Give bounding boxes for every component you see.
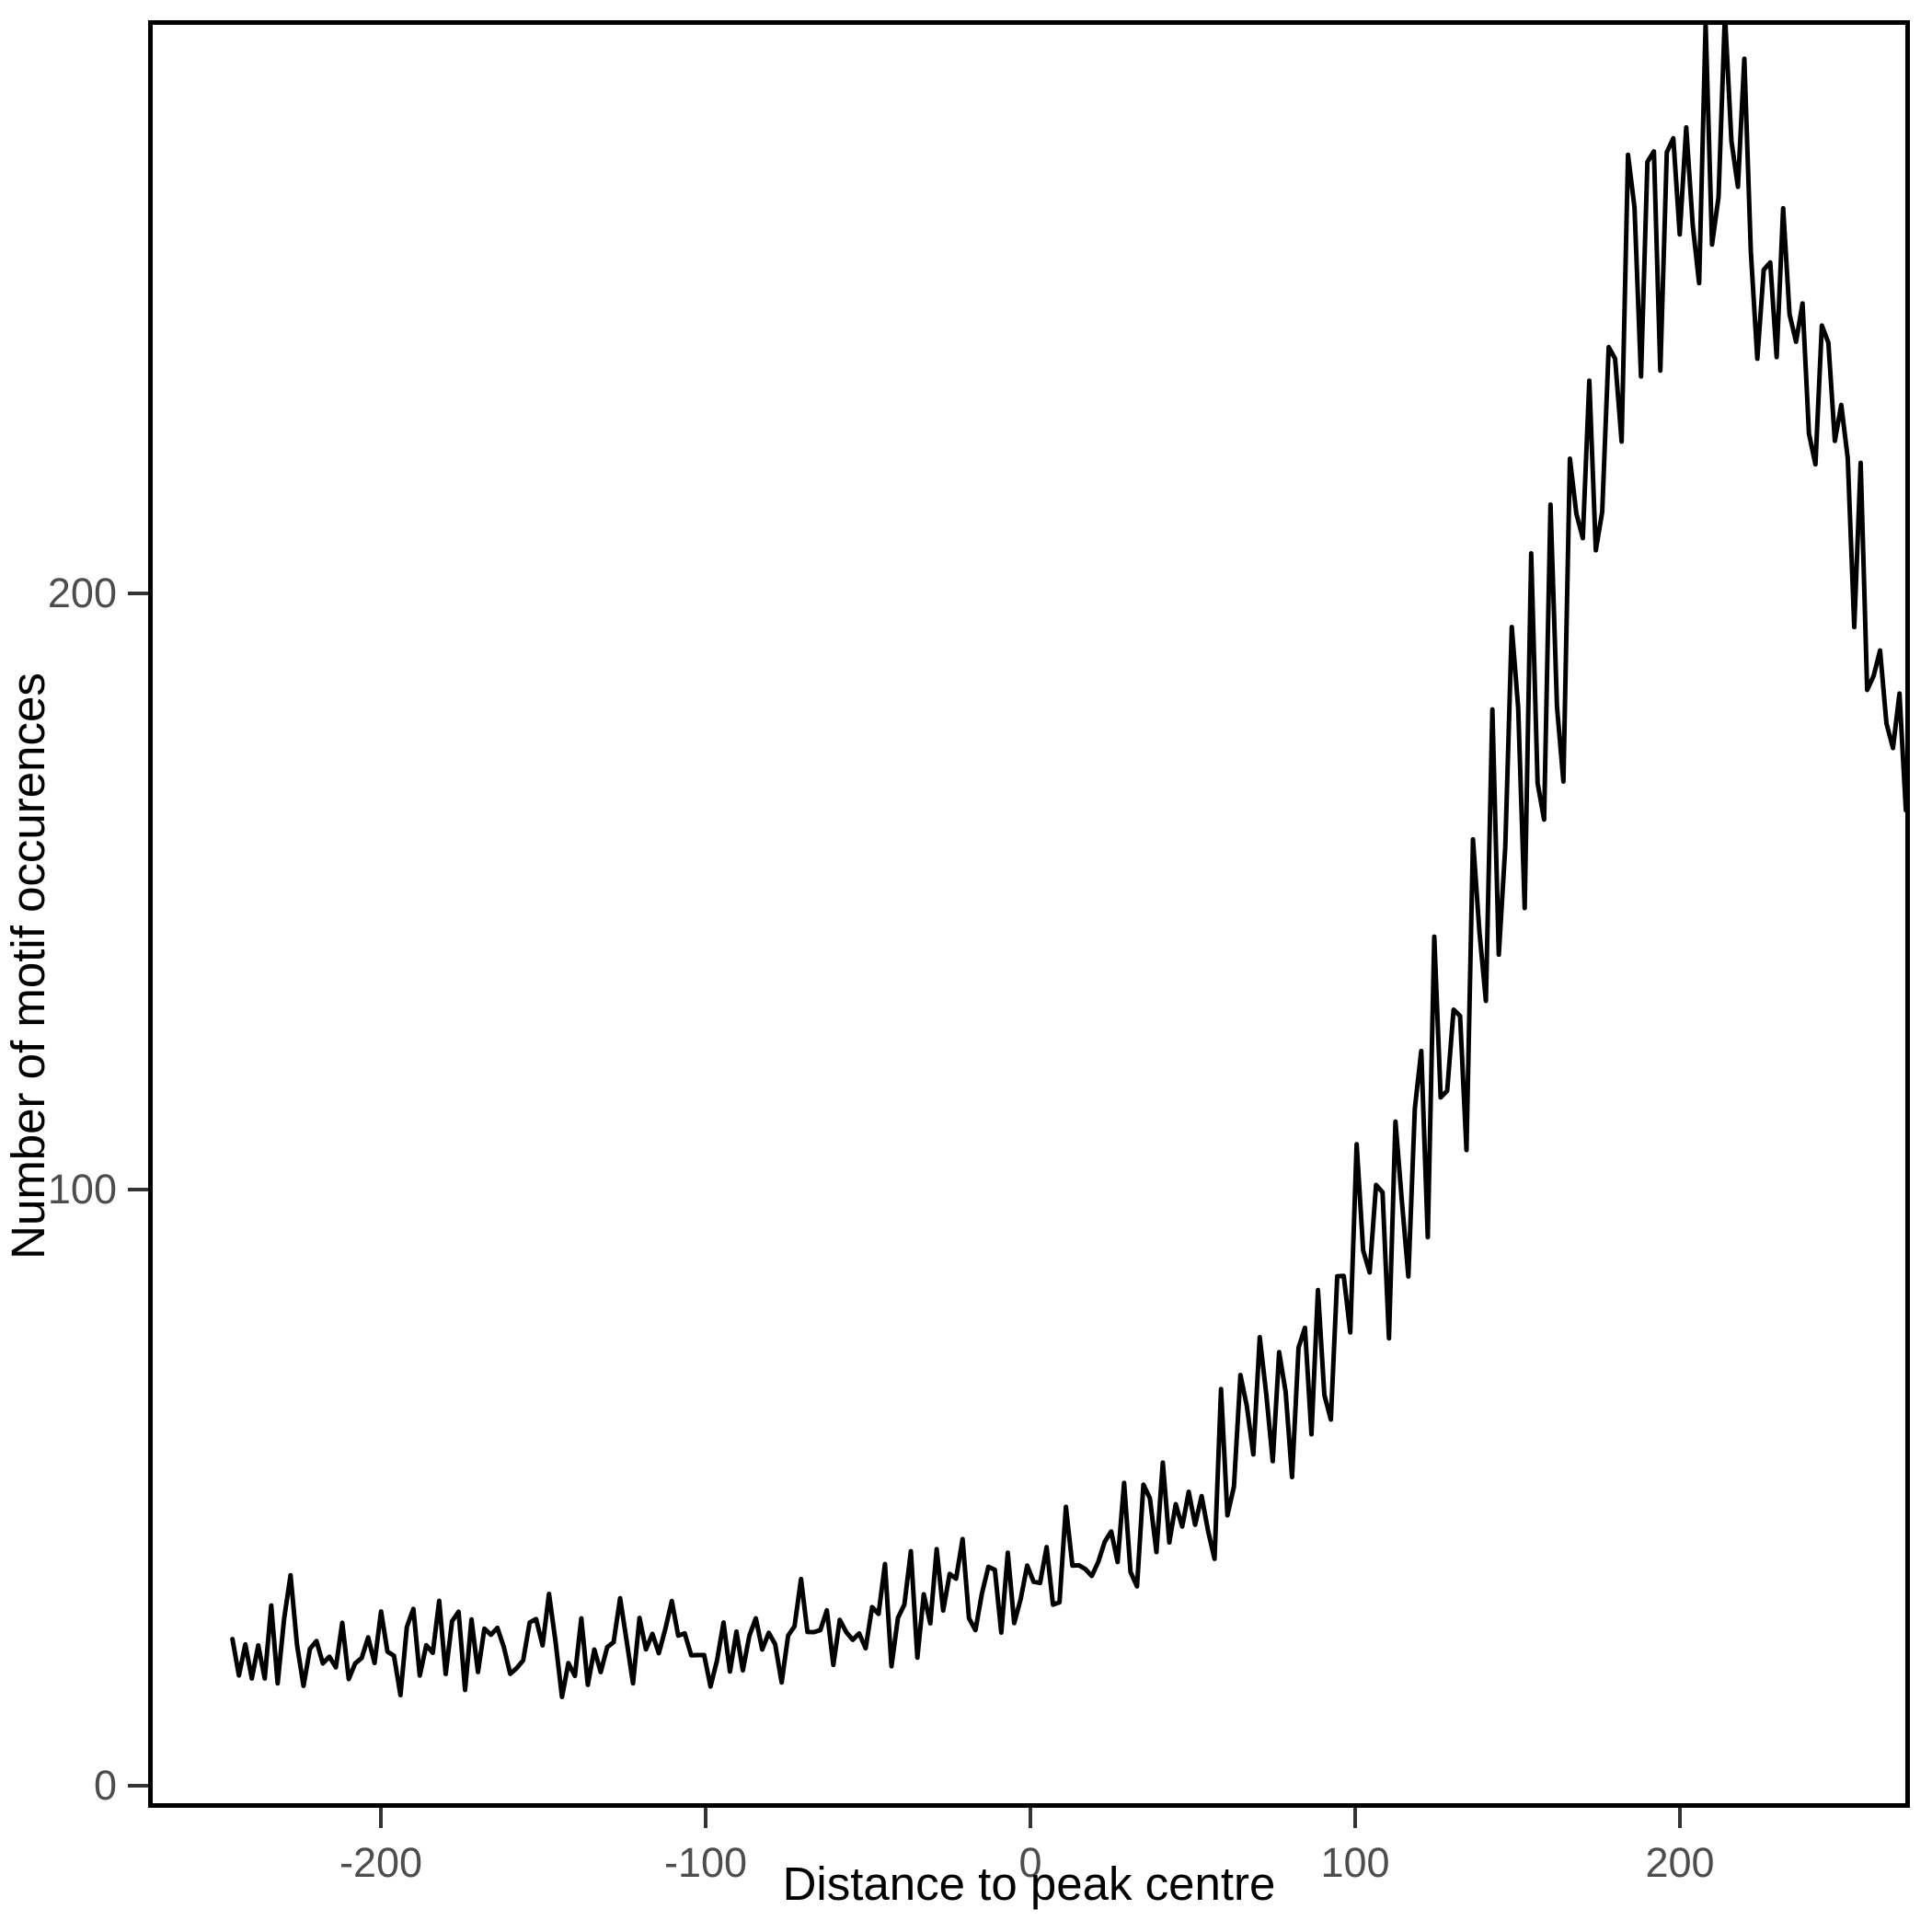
line-series-svg bbox=[230, 25, 1905, 1699]
plot-panel bbox=[148, 20, 1910, 1808]
motif-occurrence-line bbox=[230, 25, 1905, 1699]
x-axis-title: Distance to peak centre bbox=[782, 1857, 1276, 1910]
x-tick-mark bbox=[1353, 1808, 1357, 1828]
x-tick-label: 0 bbox=[1018, 1839, 1042, 1886]
y-tick-label: 0 bbox=[93, 1762, 117, 1809]
x-tick-label: 100 bbox=[1320, 1839, 1390, 1886]
y-tick-mark bbox=[128, 592, 148, 595]
x-tick-mark bbox=[379, 1808, 383, 1828]
x-tick-label: -200 bbox=[339, 1839, 423, 1886]
y-axis-title: Number of motif occurences bbox=[2, 673, 54, 1259]
y-tick-label: 200 bbox=[47, 569, 117, 616]
x-tick-mark bbox=[1678, 1808, 1682, 1828]
y-tick-label: 100 bbox=[47, 1166, 117, 1213]
x-tick-label: -100 bbox=[663, 1839, 748, 1886]
y-axis-title-wrap: Number of motif occurences bbox=[2, 0, 54, 1932]
y-tick-mark bbox=[128, 1784, 148, 1788]
y-tick-mark bbox=[128, 1188, 148, 1191]
x-tick-mark bbox=[704, 1808, 707, 1828]
x-tick-mark bbox=[1029, 1808, 1032, 1828]
x-tick-label: 200 bbox=[1645, 1839, 1715, 1886]
y-axis: 0 100 200 bbox=[0, 0, 148, 1932]
